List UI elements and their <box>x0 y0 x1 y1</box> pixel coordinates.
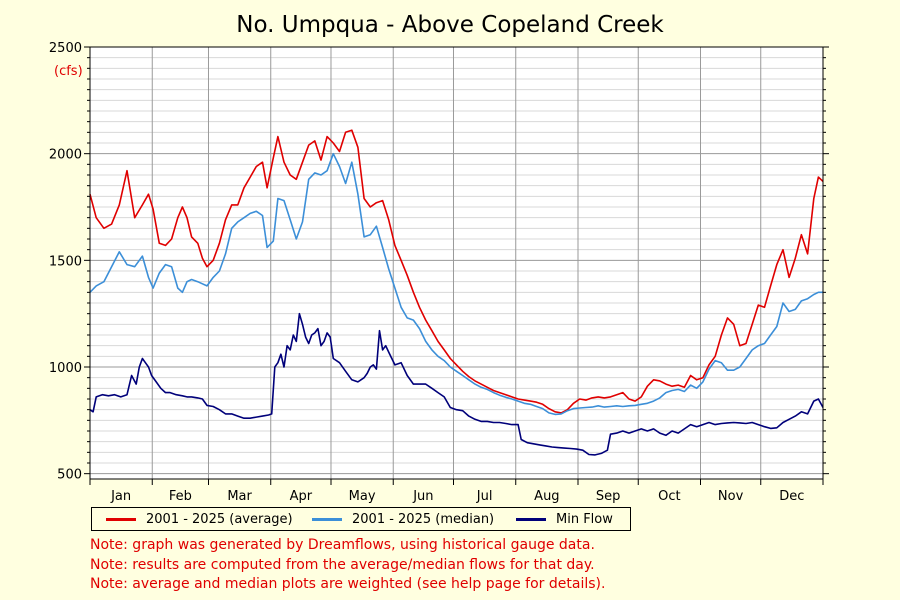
x-tick-label: Nov <box>718 489 744 504</box>
series-line-1 <box>89 152 823 416</box>
chart-legend: 2001 - 2025 (average) 2001 - 2025 (media… <box>91 507 631 531</box>
legend-label-min-flow: Min Flow <box>556 512 613 527</box>
legend-item-min-flow: Min Flow <box>516 511 613 529</box>
series-line-0 <box>89 129 824 414</box>
y-tick-label: 2500 <box>49 41 82 56</box>
x-tick-label: Oct <box>658 489 680 504</box>
legend-swatch-min-flow <box>516 518 546 521</box>
x-tick-label: Dec <box>779 489 804 504</box>
plot-border <box>89 46 824 480</box>
chart-notes: Note: graph was generated by Dreamflows,… <box>90 536 605 595</box>
legend-label-average: 2001 - 2025 (average) <box>146 512 293 527</box>
x-tick-label: Apr <box>290 489 313 504</box>
y-tick-label: 2000 <box>49 148 82 163</box>
plot-area <box>90 47 823 479</box>
legend-swatch-average <box>106 518 136 521</box>
legend-label-median: 2001 - 2025 (median) <box>352 512 495 527</box>
y-tick-label: 500 <box>57 468 82 483</box>
chart-title: No. Umpqua - Above Copeland Creek <box>236 12 664 38</box>
series-line-2 <box>89 312 824 456</box>
legend-item-average: 2001 - 2025 (average) <box>106 511 293 529</box>
x-tick-label: Aug <box>534 489 559 504</box>
legend-swatch-median <box>312 518 342 521</box>
x-tick-label: Jun <box>412 489 433 504</box>
x-tick-label: May <box>349 489 376 504</box>
x-tick-label: Mar <box>227 489 252 504</box>
x-tick-label: Sep <box>596 489 621 504</box>
legend-item-median: 2001 - 2025 (median) <box>312 511 494 529</box>
y-tick-label: 1500 <box>49 254 82 269</box>
x-tick-label: Jan <box>110 489 131 504</box>
y-tick-label: 1000 <box>49 361 82 376</box>
note-line: Note: graph was generated by Dreamflows,… <box>90 537 595 553</box>
y-axis-unit-label: (cfs) <box>54 64 83 79</box>
x-tick-label: Feb <box>169 489 192 504</box>
x-tick-label: Jul <box>476 489 493 504</box>
note-line: Note: average and median plots are weigh… <box>90 576 606 592</box>
note-line: Note: results are computed from the aver… <box>90 556 595 573</box>
